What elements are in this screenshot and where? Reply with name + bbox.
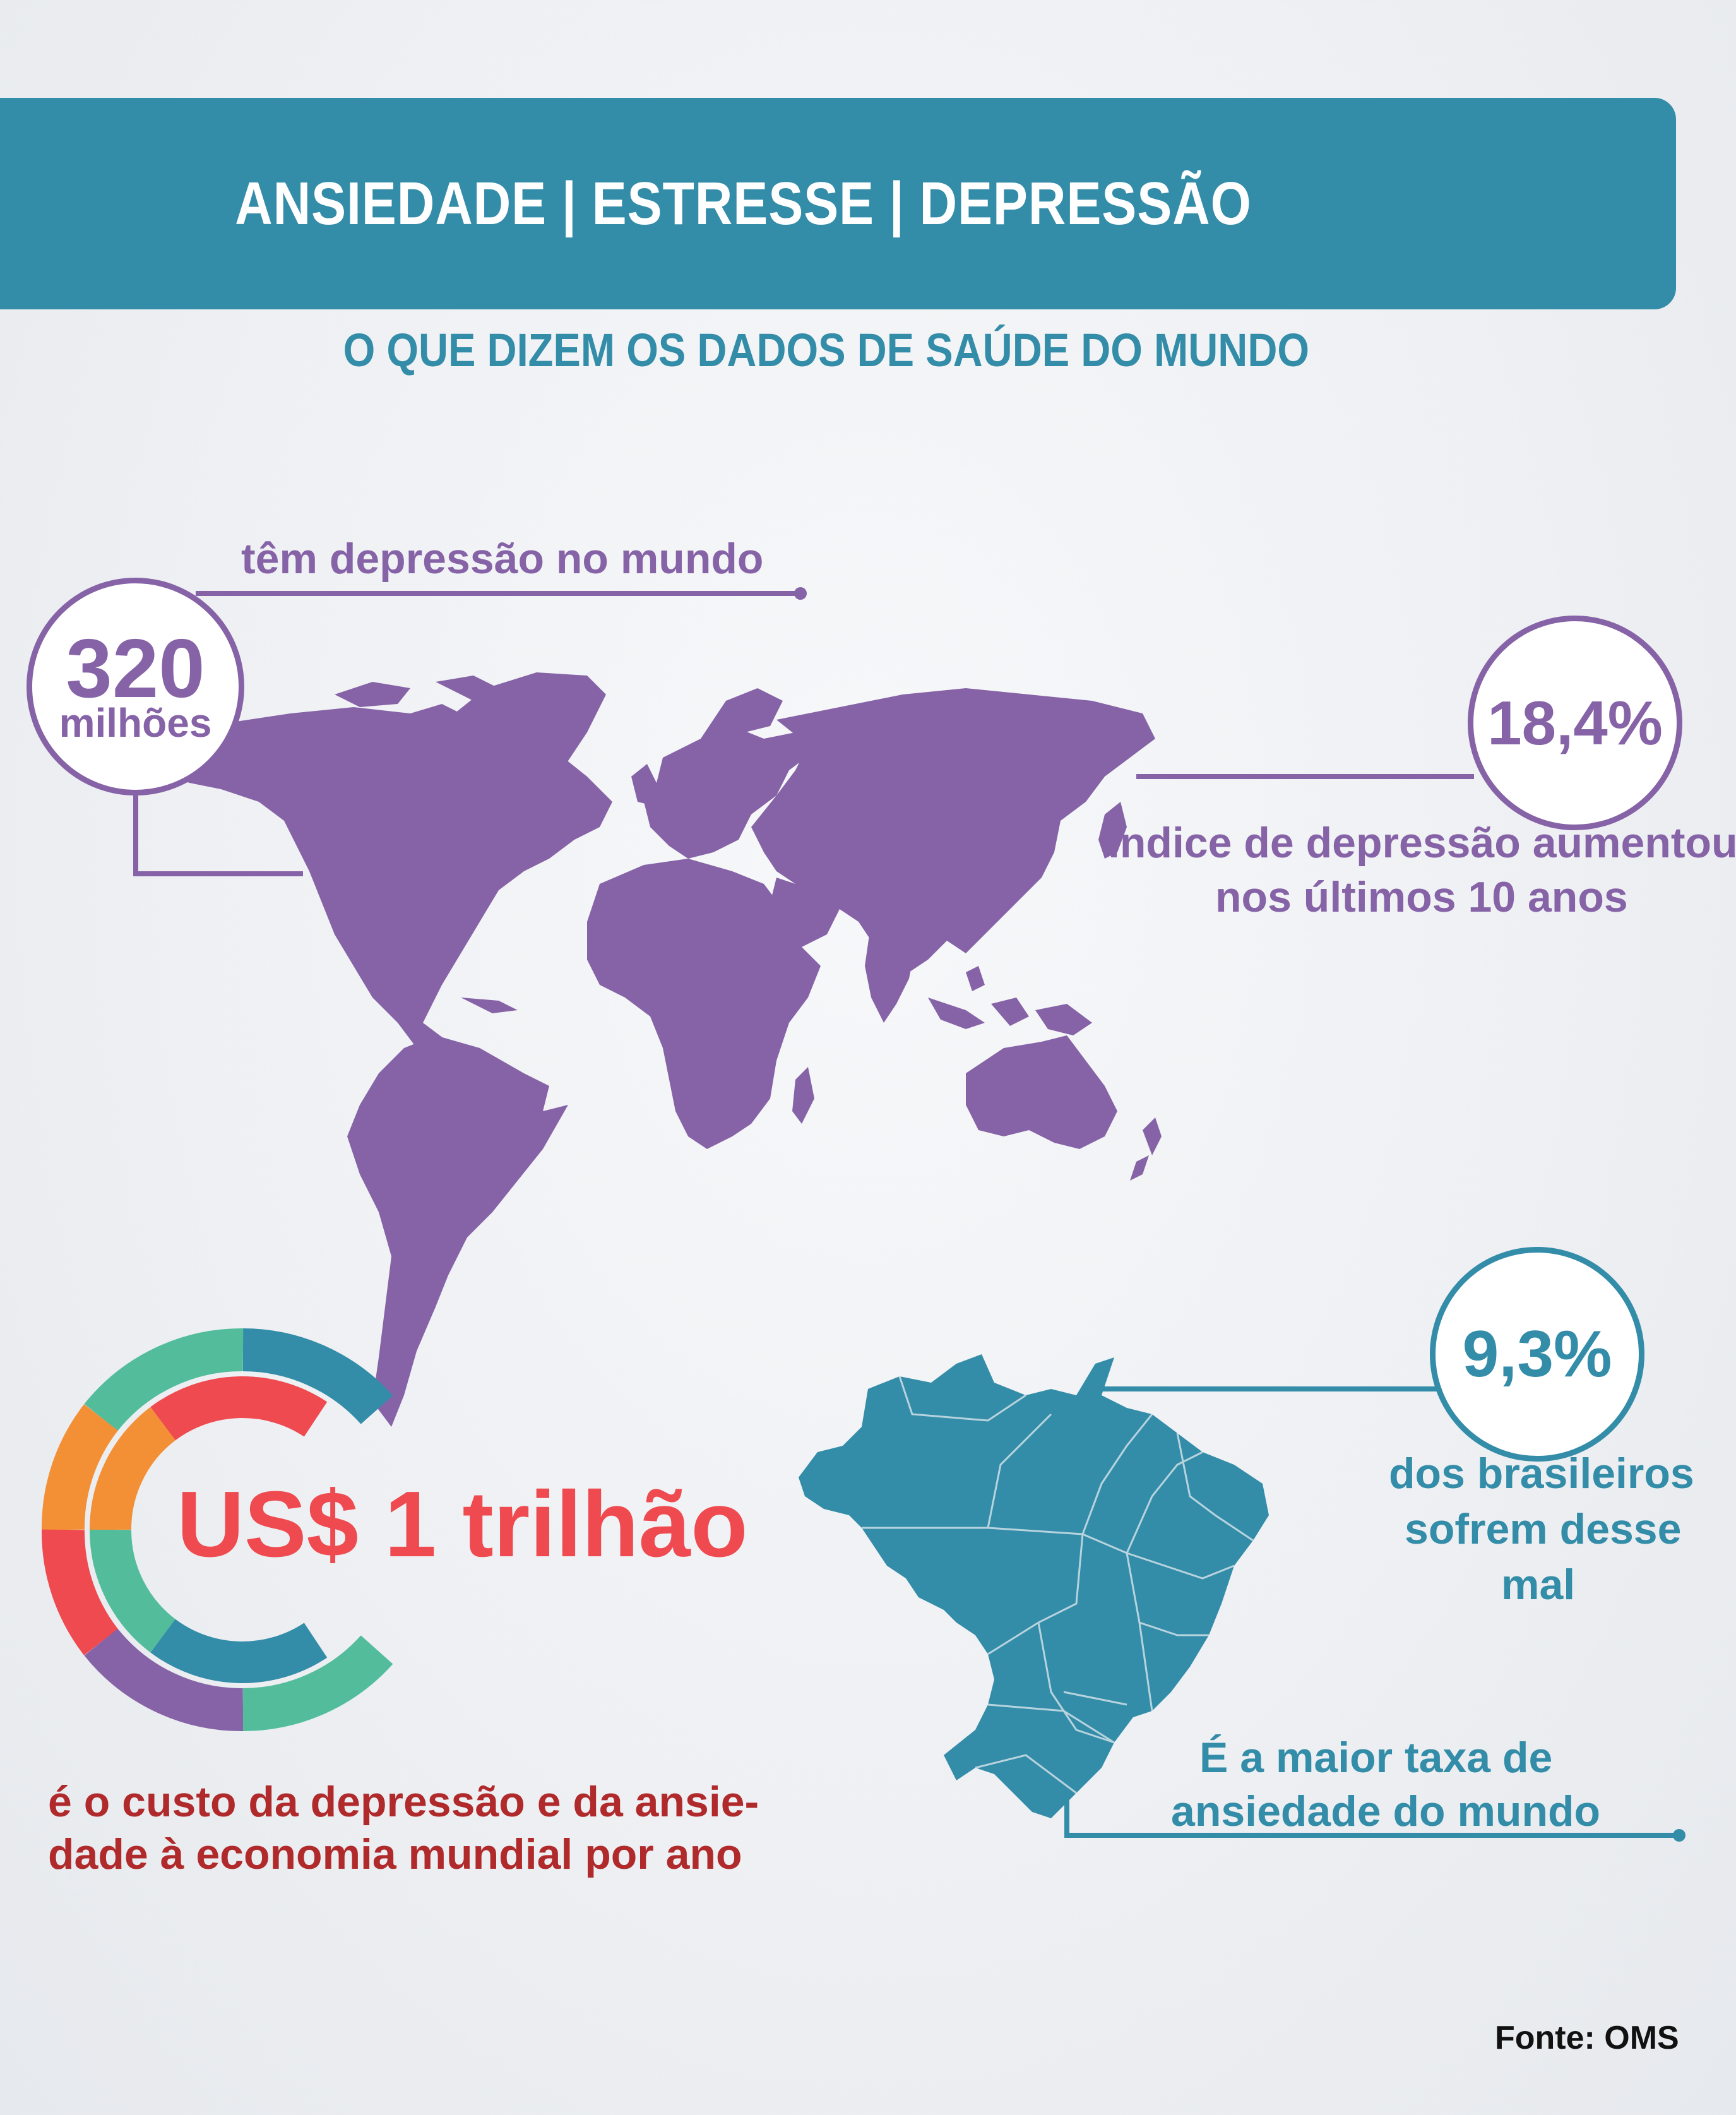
page-title: ANSIEDADE | ESTRESSE | DEPRESSÃO bbox=[235, 169, 1252, 237]
economy-label-line2: dade à economia mundial por ano bbox=[48, 1830, 742, 1878]
brazil-note-line2: ansiedade do mundo bbox=[1171, 1787, 1601, 1835]
source-label: Fonte: OMS bbox=[1495, 2020, 1679, 2056]
brazil-note-line1: É a maior taxa de bbox=[1199, 1734, 1553, 1782]
people-count-label: têm depressão no mundo bbox=[241, 535, 764, 583]
brazil-label-line3: mal bbox=[1501, 1561, 1576, 1609]
increase-value: 18,4% bbox=[1487, 688, 1663, 758]
people-count-number: 320 bbox=[66, 621, 205, 715]
world-map-icon bbox=[158, 672, 1162, 1427]
brazil-rate-circle: 9,3% bbox=[1430, 1247, 1644, 1462]
increase-label-line2: nos últimos 10 anos bbox=[1215, 873, 1628, 921]
page-subtitle: O QUE DIZEM OS DADOS DE SAÚDE DO MUNDO bbox=[343, 324, 1310, 376]
header-banner: ANSIEDADE | ESTRESSE | DEPRESSÃO bbox=[0, 98, 1676, 309]
economy-label-line1: é o custo da depressão e da ansie- bbox=[48, 1778, 759, 1826]
brazil-label-line1: dos brasileiros bbox=[1389, 1450, 1694, 1498]
brazil-rate-value: 9,3% bbox=[1462, 1317, 1612, 1391]
increase-label-line1: índice de depressão aumentou bbox=[1108, 819, 1736, 867]
people-count-circle: 320 milhões bbox=[27, 578, 244, 795]
brazil-map-icon bbox=[799, 1354, 1269, 1818]
brazil-label-line2: sofrem desse bbox=[1405, 1505, 1682, 1553]
economy-value: US$ 1 trilhão bbox=[177, 1472, 748, 1576]
increase-circle: 18,4% bbox=[1468, 616, 1682, 830]
people-count-unit: milhões bbox=[59, 700, 212, 746]
